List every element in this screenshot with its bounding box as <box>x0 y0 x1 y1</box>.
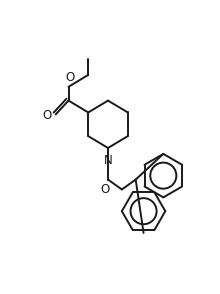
Text: N: N <box>104 154 112 167</box>
Text: O: O <box>65 71 74 84</box>
Text: O: O <box>42 109 52 122</box>
Text: O: O <box>101 183 110 196</box>
